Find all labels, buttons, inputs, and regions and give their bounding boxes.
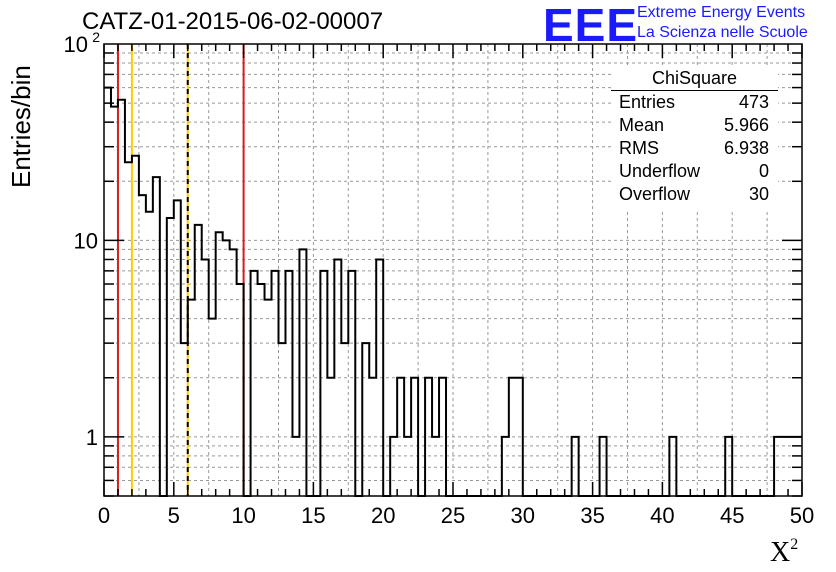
reference-lines (116, 44, 245, 496)
y-axis-label: Entries/bin (6, 65, 36, 188)
stats-row: Overflow 30 (619, 184, 769, 204)
stats-title: ChiSquare (651, 68, 738, 88)
x-tick-label: 15 (301, 503, 325, 528)
x-tick-label: 45 (720, 503, 744, 528)
x-tick-label: 30 (511, 503, 535, 528)
stats-row: Entries 473 (619, 92, 769, 112)
x-tick-label: 35 (580, 503, 604, 528)
x-tick-label: 25 (441, 503, 465, 528)
logo-text-line1: Extreme Energy Events (637, 4, 806, 21)
stats-row: RMS 6.938 (619, 138, 769, 158)
y-tick-label-exponent: 2 (92, 29, 100, 45)
logo-text-line2: La Scienza nelle Scuole (637, 24, 808, 41)
chart-title: CATZ-01-2015-06-02-00007 (82, 8, 384, 35)
x-tick-label: 20 (371, 503, 395, 528)
stats-row: Mean 5.966 (619, 115, 769, 135)
stats-box: ChiSquare Entries 473 Mean 5.966 RMS 6.938 … (611, 68, 778, 210)
x-axis-label: X2 (770, 536, 799, 568)
y-tick-label: 10 (64, 32, 88, 57)
x-tick-label: 10 (231, 503, 255, 528)
stats-row: Underflow 0 (619, 161, 769, 181)
stats-divider (611, 90, 778, 91)
x-tick-label: 5 (168, 503, 180, 528)
x-tick-label: 50 (790, 503, 814, 528)
eee-logo: EEE (543, 0, 639, 51)
y-tick-label: 1 (86, 425, 98, 450)
y-tick-label: 10 (74, 228, 98, 253)
x-tick-label: 40 (650, 503, 674, 528)
axis-ticks (103, 44, 803, 497)
x-tick-label: 0 (98, 503, 110, 528)
